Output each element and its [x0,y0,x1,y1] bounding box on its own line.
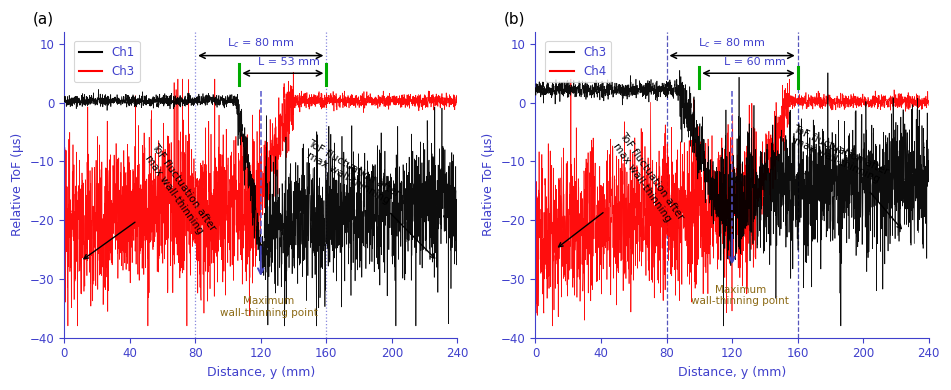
Text: L$_c$ = 80 mm: L$_c$ = 80 mm [698,36,766,50]
Legend: Ch3, Ch4: Ch3, Ch4 [545,41,611,82]
Text: L$_c$ = 80 mm: L$_c$ = 80 mm [227,36,295,50]
Text: L = 60 mm: L = 60 mm [724,57,786,67]
X-axis label: Distance, y (mm): Distance, y (mm) [206,366,315,379]
Text: Maximum
wall-thinning point: Maximum wall-thinning point [691,285,789,306]
Text: ToF fluctuation after
max wall-thinning: ToF fluctuation after max wall-thinning [786,124,902,229]
Text: ToF fluctuation after
max wall-thinning: ToF fluctuation after max wall-thinning [84,142,218,259]
X-axis label: Distance, y (mm): Distance, y (mm) [678,366,786,379]
Legend: Ch1, Ch3: Ch1, Ch3 [74,41,140,82]
Text: (a): (a) [32,11,54,26]
Text: Maximum
wall-thinning point: Maximum wall-thinning point [220,296,318,318]
Text: L = 53 mm: L = 53 mm [259,57,320,67]
Y-axis label: Relative ToF (μs): Relative ToF (μs) [482,133,495,236]
Text: ToF fluctuation after
max wall-thinning: ToF fluctuation after max wall-thinning [558,130,686,247]
Text: (b): (b) [504,11,526,26]
Y-axis label: Relative ToF (μs): Relative ToF (μs) [11,133,24,236]
Text: ToF fluctuation after
max wall-thinning: ToF fluctuation after max wall-thinning [301,138,435,258]
